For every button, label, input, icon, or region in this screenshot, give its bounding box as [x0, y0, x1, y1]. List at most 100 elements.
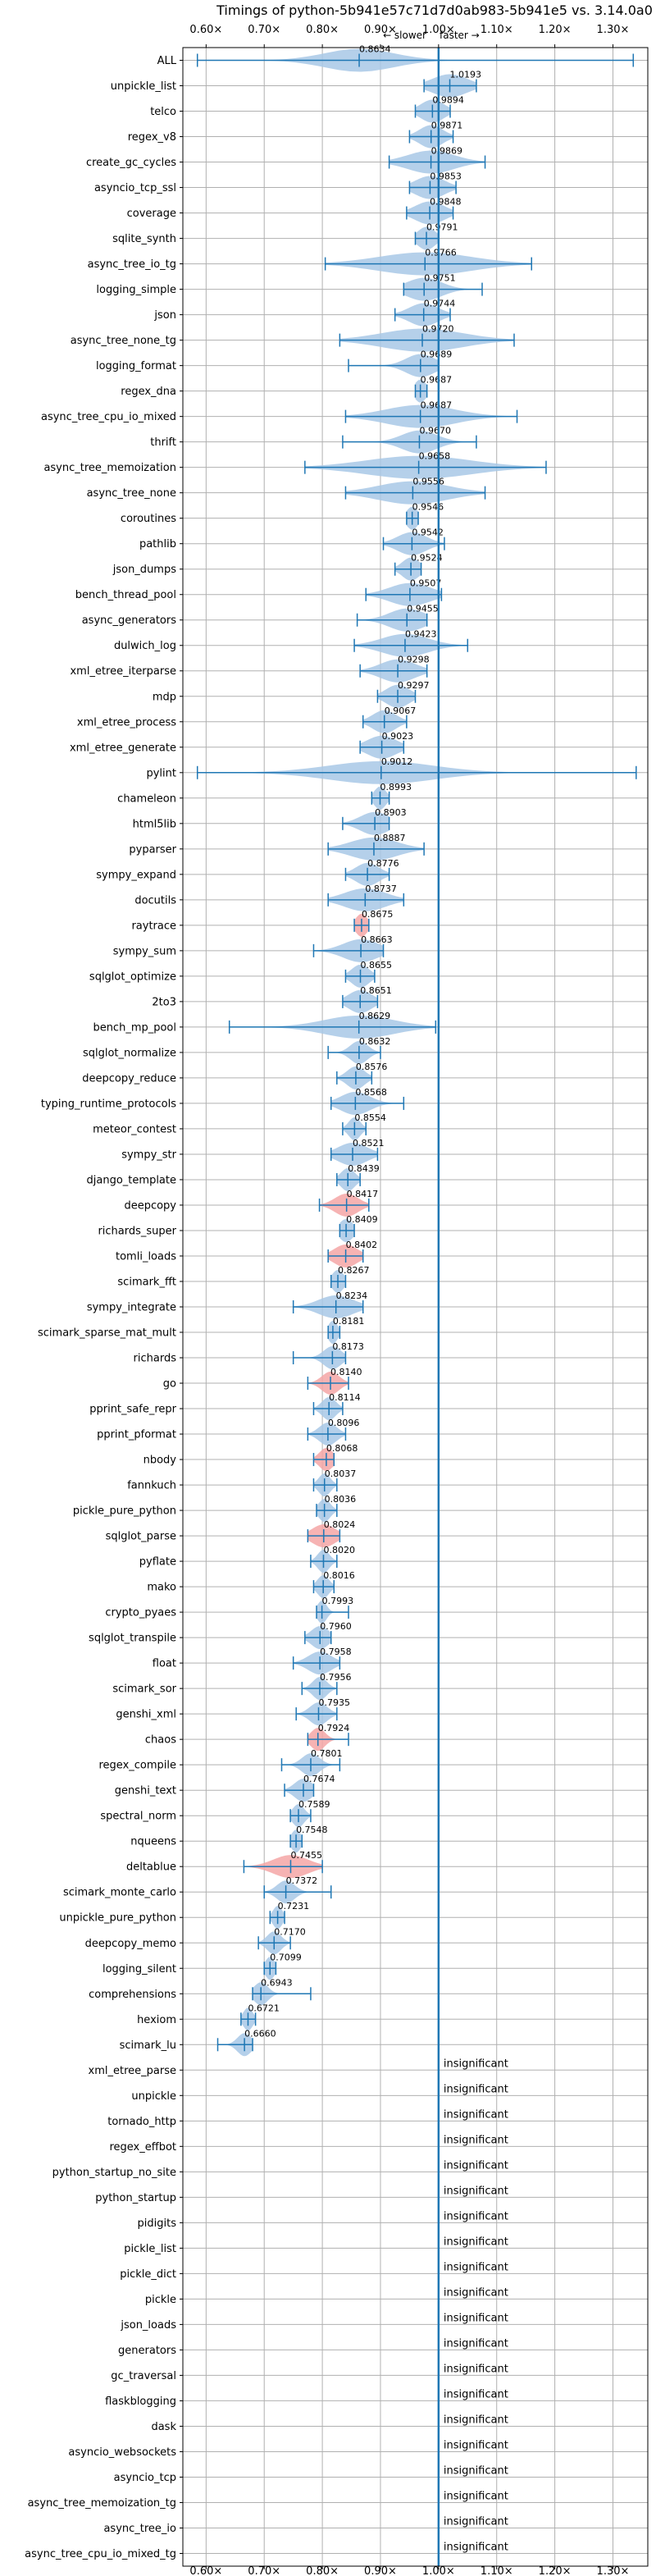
benchmark-label: logging_simple — [96, 284, 176, 296]
x-tick-label-top: 0.60× — [189, 24, 222, 36]
value-label: 0.8737 — [365, 884, 397, 894]
x-tick-label-top: 1.30× — [597, 24, 630, 36]
violin-fannkuch: 0.8037 — [312, 1468, 356, 1497]
value-label: 0.9670 — [419, 426, 451, 436]
insignificant-label: insignificant — [444, 2464, 508, 2477]
violin-create-gc-cycles: 0.9869 — [388, 146, 486, 174]
benchmark-label: crypto_pyaes — [105, 1607, 176, 1619]
value-label: 0.7372 — [286, 1875, 318, 1886]
value-label: 0.6660 — [244, 2028, 276, 2039]
violin-nbody: 0.8068 — [312, 1443, 358, 1472]
benchmark-label: bench_thread_pool — [75, 589, 176, 601]
value-label: 0.8181 — [333, 1316, 365, 1327]
x-tick-label-top: 1.00× — [422, 24, 455, 36]
violin-genshi-xml: 0.7935 — [295, 1697, 350, 1726]
violin-genshi-text: 0.7674 — [284, 1774, 335, 1802]
violin-pylint: 0.9012 — [196, 756, 637, 784]
value-label: 0.7674 — [303, 1774, 335, 1784]
violin-asyncio-tcp-ssl: 0.9853 — [408, 171, 462, 199]
chart-title: Timings of python-5b941e57c71d7d0ab983-5… — [216, 2, 653, 18]
value-label: 0.8402 — [346, 1240, 378, 1250]
violin-async-tree-none-tg: 0.9720 — [339, 324, 515, 352]
violin-layer: 0.8634 1.0193 0.9894 0.9871 0.9869 0.9853 0.98… — [196, 44, 637, 2566]
value-label: 0.8016 — [323, 1570, 355, 1581]
x-tick-label-top: 0.80× — [306, 24, 339, 36]
value-label: 0.7960 — [320, 1621, 352, 1632]
benchmark-label: comprehensions — [89, 1989, 176, 2001]
value-label: 0.8663 — [361, 934, 393, 945]
benchmark-label: json_loads — [120, 2319, 176, 2332]
value-label: 0.8655 — [361, 960, 393, 971]
violin-scimark-monte-carlo: 0.7372 — [263, 1875, 332, 1904]
value-label: 0.8903 — [375, 807, 407, 818]
violin-comprehensions: 0.6943 — [252, 1977, 312, 2006]
x-tick-label-top: 1.20× — [539, 24, 572, 36]
insignificant-label: insignificant — [444, 2058, 508, 2070]
benchmark-label: async_tree_memoization — [43, 462, 176, 474]
violin-meteor-contest: 0.8554 — [342, 1112, 386, 1140]
value-label: 0.8521 — [353, 1138, 385, 1149]
insignificant-label: insignificant — [444, 2363, 508, 2375]
violin-xml-etree-iterparse: 0.9298 — [359, 655, 430, 683]
benchmark-label: xml_etree_parse — [89, 2065, 176, 2077]
benchmark-label: pickle_pure_python — [73, 1505, 176, 1518]
benchmark-label: nbody — [144, 1455, 177, 1467]
benchmark-label: scimark_monte_carlo — [63, 1887, 176, 1899]
value-label: 0.9012 — [381, 756, 413, 767]
value-label: 0.7589 — [298, 1799, 330, 1810]
value-label: 0.6721 — [248, 2003, 280, 2013]
benchmark-label: meteor_contest — [93, 1123, 176, 1135]
benchmark-label: chaos — [145, 1734, 176, 1747]
annotation-faster: faster → — [440, 30, 480, 41]
violin-raytrace: 0.8675 — [353, 909, 393, 937]
violin-deepcopy-memo: 0.7170 — [257, 1926, 306, 1955]
value-label: 0.7170 — [274, 1926, 306, 1937]
value-label: 0.9423 — [405, 629, 437, 640]
benchmark-label: scimark_sor — [112, 1683, 176, 1696]
x-tick-label-bottom: 1.30× — [597, 2565, 630, 2576]
value-label: 0.7958 — [320, 1647, 352, 1657]
benchmark-label: async_tree_none — [87, 487, 176, 500]
violin-scimark-lu: 0.6660 — [216, 2028, 276, 2057]
value-label: 1.0193 — [450, 70, 482, 80]
value-label: 0.9853 — [430, 171, 462, 182]
benchmark-label: sqlglot_parse — [106, 1531, 176, 1543]
benchmark-label: 2to3 — [152, 996, 176, 1008]
value-label: 0.9848 — [430, 197, 462, 208]
violin-unpickle-pure-python: 0.7231 — [269, 1901, 310, 1930]
benchmark-label: async_tree_none_tg — [71, 335, 176, 347]
violin-deltablue: 0.7455 — [243, 1850, 323, 1879]
benchmark-label: dask — [151, 2421, 176, 2433]
value-label: 0.8409 — [346, 1214, 378, 1225]
value-label: 0.7231 — [278, 1901, 310, 1911]
benchmark-label: gc_traversal — [111, 2370, 176, 2382]
insignificant-label: insignificant — [444, 2108, 508, 2121]
violin-typing-runtime-protocols: 0.8568 — [330, 1087, 405, 1115]
violin-richards-super: 0.8409 — [339, 1214, 378, 1242]
violin-logging-simple: 0.9751 — [403, 273, 483, 301]
x-tick-label-bottom: 0.90× — [364, 2565, 397, 2576]
value-label: 0.9455 — [407, 604, 439, 614]
benchmark-label: sympy_expand — [96, 869, 176, 881]
value-label: 0.8629 — [359, 1011, 391, 1021]
benchmark-label: bench_mp_pool — [93, 1021, 176, 1034]
value-label: 0.7801 — [311, 1748, 343, 1759]
benchmark-label: tornado_http — [107, 2116, 176, 2128]
violin-sqlglot-transpile: 0.7960 — [304, 1621, 352, 1650]
violin-sympy-sum: 0.8663 — [312, 934, 393, 962]
benchmark-label: flaskblogging — [105, 2396, 176, 2408]
value-label: 0.7935 — [318, 1697, 350, 1708]
benchmark-label: mdp — [153, 691, 176, 703]
benchmark-label: fannkuch — [127, 1480, 176, 1492]
benchmark-label: xml_etree_generate — [70, 742, 176, 754]
violin-async-tree-memoization: 0.9658 — [304, 451, 547, 479]
x-tick-label-bottom: 0.70× — [248, 2565, 280, 2576]
violin-sympy-integrate: 0.8234 — [292, 1290, 367, 1318]
value-label: 0.8634 — [359, 44, 391, 55]
benchmark-label: sympy_sum — [113, 945, 176, 957]
violin-go: 0.8140 — [307, 1367, 362, 1395]
benchmark-label: django_template — [87, 1174, 176, 1186]
benchmark-label: pickle — [145, 2294, 176, 2306]
benchmark-label: json — [153, 309, 176, 322]
